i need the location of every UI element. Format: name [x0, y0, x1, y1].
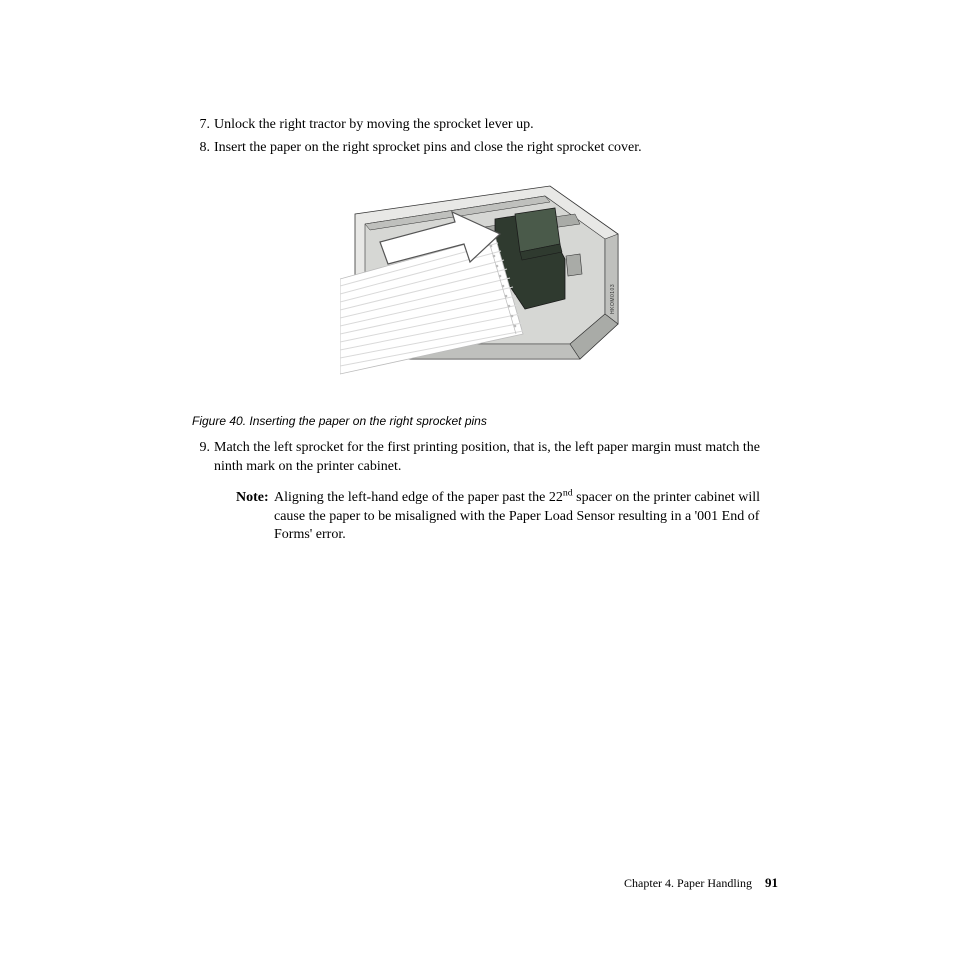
- steps-list-continued: 9. Match the left sprocket for the first…: [192, 439, 778, 545]
- step-9: 9. Match the left sprocket for the first…: [192, 439, 778, 545]
- footer-chapter: Chapter 4. Paper Handling: [624, 876, 752, 890]
- note-block: Note: Aligning the left-hand edge of the…: [214, 489, 778, 546]
- page: 7. Unlock the right tractor by moving th…: [0, 0, 954, 954]
- footer-page-number: 91: [765, 875, 778, 890]
- step-number: 9.: [192, 439, 210, 458]
- page-footer: Chapter 4. Paper Handling 91: [192, 874, 778, 892]
- figure-caption: Figure 40. Inserting the paper on the ri…: [192, 413, 778, 429]
- step-number: 7.: [192, 116, 210, 135]
- step-number: 8.: [192, 139, 210, 158]
- note-pre: Aligning the left-hand edge of the paper…: [274, 490, 563, 505]
- note-label: Note:: [236, 489, 269, 508]
- steps-list: 7. Unlock the right tractor by moving th…: [192, 116, 778, 158]
- figure-illustration: HKOM0103: [340, 184, 630, 384]
- step-8: 8. Insert the paper on the right sprocke…: [192, 139, 778, 158]
- step-text: Unlock the right tractor by moving the s…: [214, 117, 534, 132]
- printer-diagram-icon: HKOM0103: [340, 184, 630, 384]
- note-text: Aligning the left-hand edge of the paper…: [274, 490, 760, 543]
- content-area: 7. Unlock the right tractor by moving th…: [192, 116, 778, 549]
- note-sup: nd: [563, 487, 573, 498]
- figure-container: HKOM0103: [192, 184, 778, 391]
- step-text: Match the left sprocket for the first pr…: [214, 440, 760, 474]
- figure-side-label: HKOM0103: [610, 284, 616, 314]
- step-7: 7. Unlock the right tractor by moving th…: [192, 116, 778, 135]
- step-text: Insert the paper on the right sprocket p…: [214, 140, 642, 155]
